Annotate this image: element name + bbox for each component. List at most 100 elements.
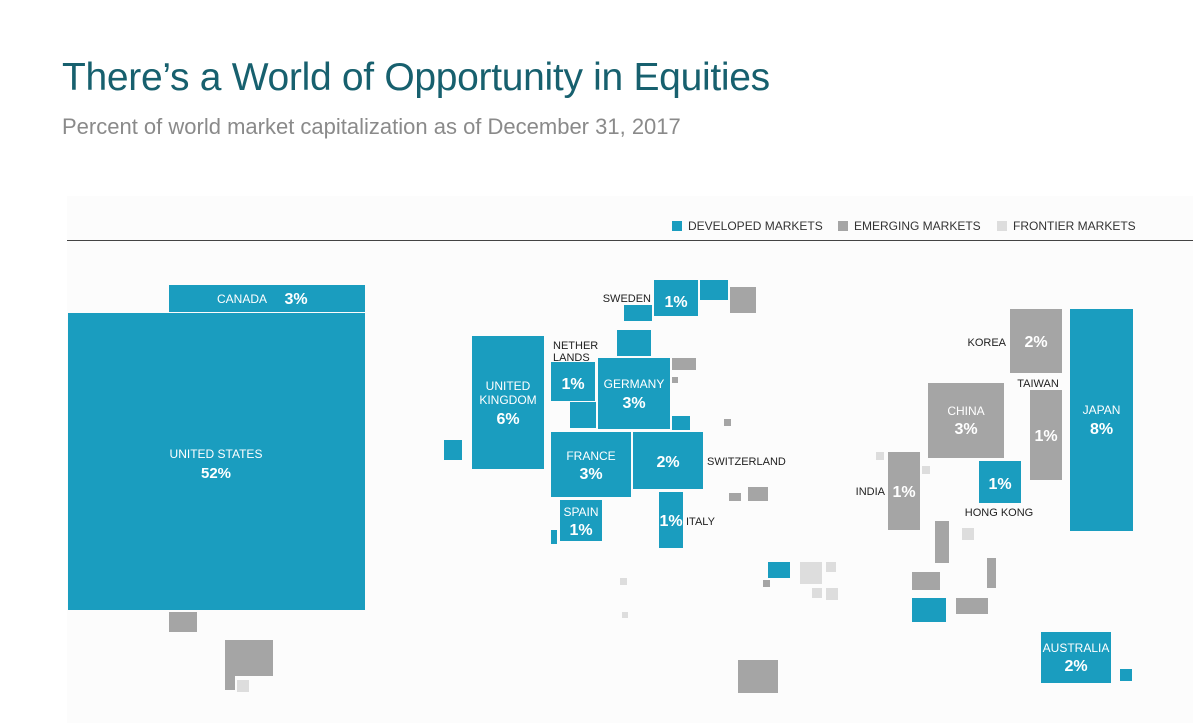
market-tile-5: [237, 680, 249, 692]
label-nether-lands-1: NETHER: [553, 340, 598, 352]
label-india: INDIA: [856, 486, 886, 498]
market-tile-6: [444, 440, 462, 460]
market-tile-21: [763, 580, 770, 587]
value-france: 3%: [579, 466, 602, 483]
value-switzerland: 2%: [656, 454, 679, 471]
value-italy: 1%: [659, 513, 682, 530]
market-tile-33: [987, 558, 996, 588]
label-spain: SPAIN: [563, 505, 598, 519]
market-canada: [169, 285, 365, 312]
label-japan: JAPAN: [1083, 403, 1121, 417]
value-united-kingdom: 6%: [496, 411, 519, 428]
value-nether-lands: 1%: [561, 376, 584, 393]
market-united-states: [68, 313, 365, 610]
market-india: [888, 452, 920, 530]
market-tile-7: [551, 530, 557, 544]
market-tile-11: [624, 305, 652, 321]
market-tile-19: [748, 487, 768, 501]
market-tile-23: [826, 562, 836, 572]
value-taiwan: 1%: [1034, 428, 1057, 445]
market-tile-0: [169, 612, 197, 632]
chart-subtitle: Percent of world market capitalization a…: [62, 114, 681, 139]
value-canada: 3%: [284, 291, 307, 308]
label-nether-lands-2: LANDS: [553, 352, 590, 364]
market-germany: [598, 358, 670, 429]
chart-title: There’s a World of Opportunity in Equiti…: [62, 56, 770, 99]
market-tile-3: [225, 654, 237, 666]
value-hong-kong: 1%: [988, 476, 1011, 493]
market-taiwan: [1030, 390, 1062, 480]
legend-label-frontier: FRONTIER MARKETS: [1013, 219, 1136, 233]
label-korea: KOREA: [967, 337, 1006, 349]
label-switzerland: SWITZERLAND: [707, 456, 786, 468]
market-tile-18: [729, 493, 741, 501]
label-canada: CANADA: [217, 292, 267, 306]
label-united-kingdom-1: UNITED: [486, 379, 531, 393]
label-france: FRANCE: [566, 449, 615, 463]
market-tile-24: [826, 588, 838, 600]
label-china: CHINA: [947, 404, 984, 418]
value-korea: 2%: [1024, 334, 1047, 351]
market-tile-13: [672, 358, 696, 370]
market-tile-25: [812, 588, 822, 598]
market-tile-22: [800, 562, 822, 584]
legend-developed: DEVELOPED MARKETS: [672, 219, 823, 233]
label-australia: AUSTRALIA: [1043, 641, 1110, 655]
market-tile-12: [617, 330, 651, 356]
market-australia: [1041, 632, 1111, 683]
legend-emerging: EMERGING MARKETS: [838, 219, 981, 233]
market-tile-30: [922, 466, 930, 474]
market-tile-31: [935, 521, 949, 563]
value-germany: 3%: [622, 395, 645, 412]
market-tile-2: [225, 640, 237, 652]
label-sweden: SWEDEN: [603, 293, 651, 305]
market-tile-28: [738, 660, 778, 693]
label-italy: ITALY: [686, 516, 716, 528]
label-united-states: UNITED STATES: [170, 447, 263, 461]
legend-divider: [67, 240, 1193, 241]
market-tile-9: [700, 280, 728, 300]
market-hong-kong: [979, 461, 1021, 503]
value-sweden: 1%: [664, 294, 687, 311]
market-tile-35: [956, 598, 988, 614]
market-spain: [560, 500, 602, 541]
value-india: 1%: [892, 484, 915, 501]
legend-swatch-developed: [672, 221, 682, 231]
market-switzerland: [633, 432, 703, 489]
market-tile-16: [672, 416, 690, 430]
market-tile-29: [876, 452, 884, 460]
market-tile-27: [622, 612, 628, 618]
market-tile-36: [912, 598, 946, 622]
market-korea: [1010, 309, 1062, 373]
label-germany: GERMANY: [604, 377, 665, 391]
legend-label-emerging: EMERGING MARKETS: [854, 219, 981, 233]
market-tile-17: [724, 419, 731, 426]
value-china: 3%: [954, 421, 977, 438]
market-nether-lands: [551, 362, 595, 401]
market-tile-34: [912, 572, 940, 590]
market-united-kingdom: [472, 336, 544, 469]
market-france: [551, 432, 631, 497]
market-tile-4: [225, 668, 235, 690]
market-tile-37: [1120, 669, 1132, 681]
value-australia: 2%: [1064, 658, 1087, 675]
market-italy: [659, 492, 683, 548]
value-spain: 1%: [569, 522, 592, 539]
value-united-states: 52%: [201, 465, 231, 482]
market-tile-10: [730, 287, 756, 313]
market-tile-20: [768, 562, 790, 578]
market-sweden: [654, 280, 698, 316]
label-hong-kong: HONG KONG: [965, 507, 1033, 519]
legend-swatch-frontier: [997, 221, 1007, 231]
value-japan: 8%: [1090, 421, 1113, 438]
legend-swatch-emerging: [838, 221, 848, 231]
market-tile-14: [672, 377, 678, 383]
label-united-kingdom-2: KINGDOM: [479, 393, 536, 407]
market-japan: [1070, 309, 1133, 531]
label-taiwan: TAIWAN: [1017, 378, 1059, 390]
legend-label-developed: DEVELOPED MARKETS: [688, 219, 823, 233]
legend-frontier: FRONTIER MARKETS: [997, 219, 1136, 233]
market-tile-32: [962, 528, 974, 540]
market-china: [928, 383, 1004, 458]
